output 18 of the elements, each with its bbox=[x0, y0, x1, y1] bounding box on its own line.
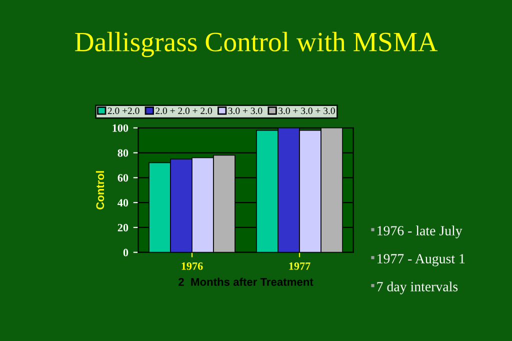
legend-label: 2.0 +2.0 bbox=[108, 108, 140, 114]
y-tick-label: 60 bbox=[118, 174, 128, 182]
y-axis-title: Control bbox=[96, 171, 104, 210]
y-tick-label: 100 bbox=[112, 124, 128, 132]
text: 1977 - August 1 bbox=[378, 254, 465, 266]
y-tick-label: 40 bbox=[118, 199, 128, 207]
x-tick-label: 1976 bbox=[182, 262, 203, 270]
legend-label: 3.0 + 3.0 bbox=[228, 108, 262, 114]
text: 1976 - late July bbox=[378, 226, 462, 238]
legend-label: 2.0 + 2.0 + 2.0 bbox=[156, 108, 212, 114]
y-tick-label: 80 bbox=[118, 149, 128, 157]
chart-title: Dallisgrass Control with MSMA bbox=[75, 32, 438, 58]
legend-label: 3.0 + 3.0 + 3.0 bbox=[278, 108, 335, 114]
y-tick-label: 20 bbox=[118, 224, 128, 232]
x-tick-label: 1977 bbox=[289, 262, 310, 270]
text: 7 day intervals bbox=[377, 282, 458, 294]
x-axis-title: 2 Months after Treatment bbox=[178, 278, 314, 286]
y-tick-label: 0 bbox=[123, 248, 128, 256]
